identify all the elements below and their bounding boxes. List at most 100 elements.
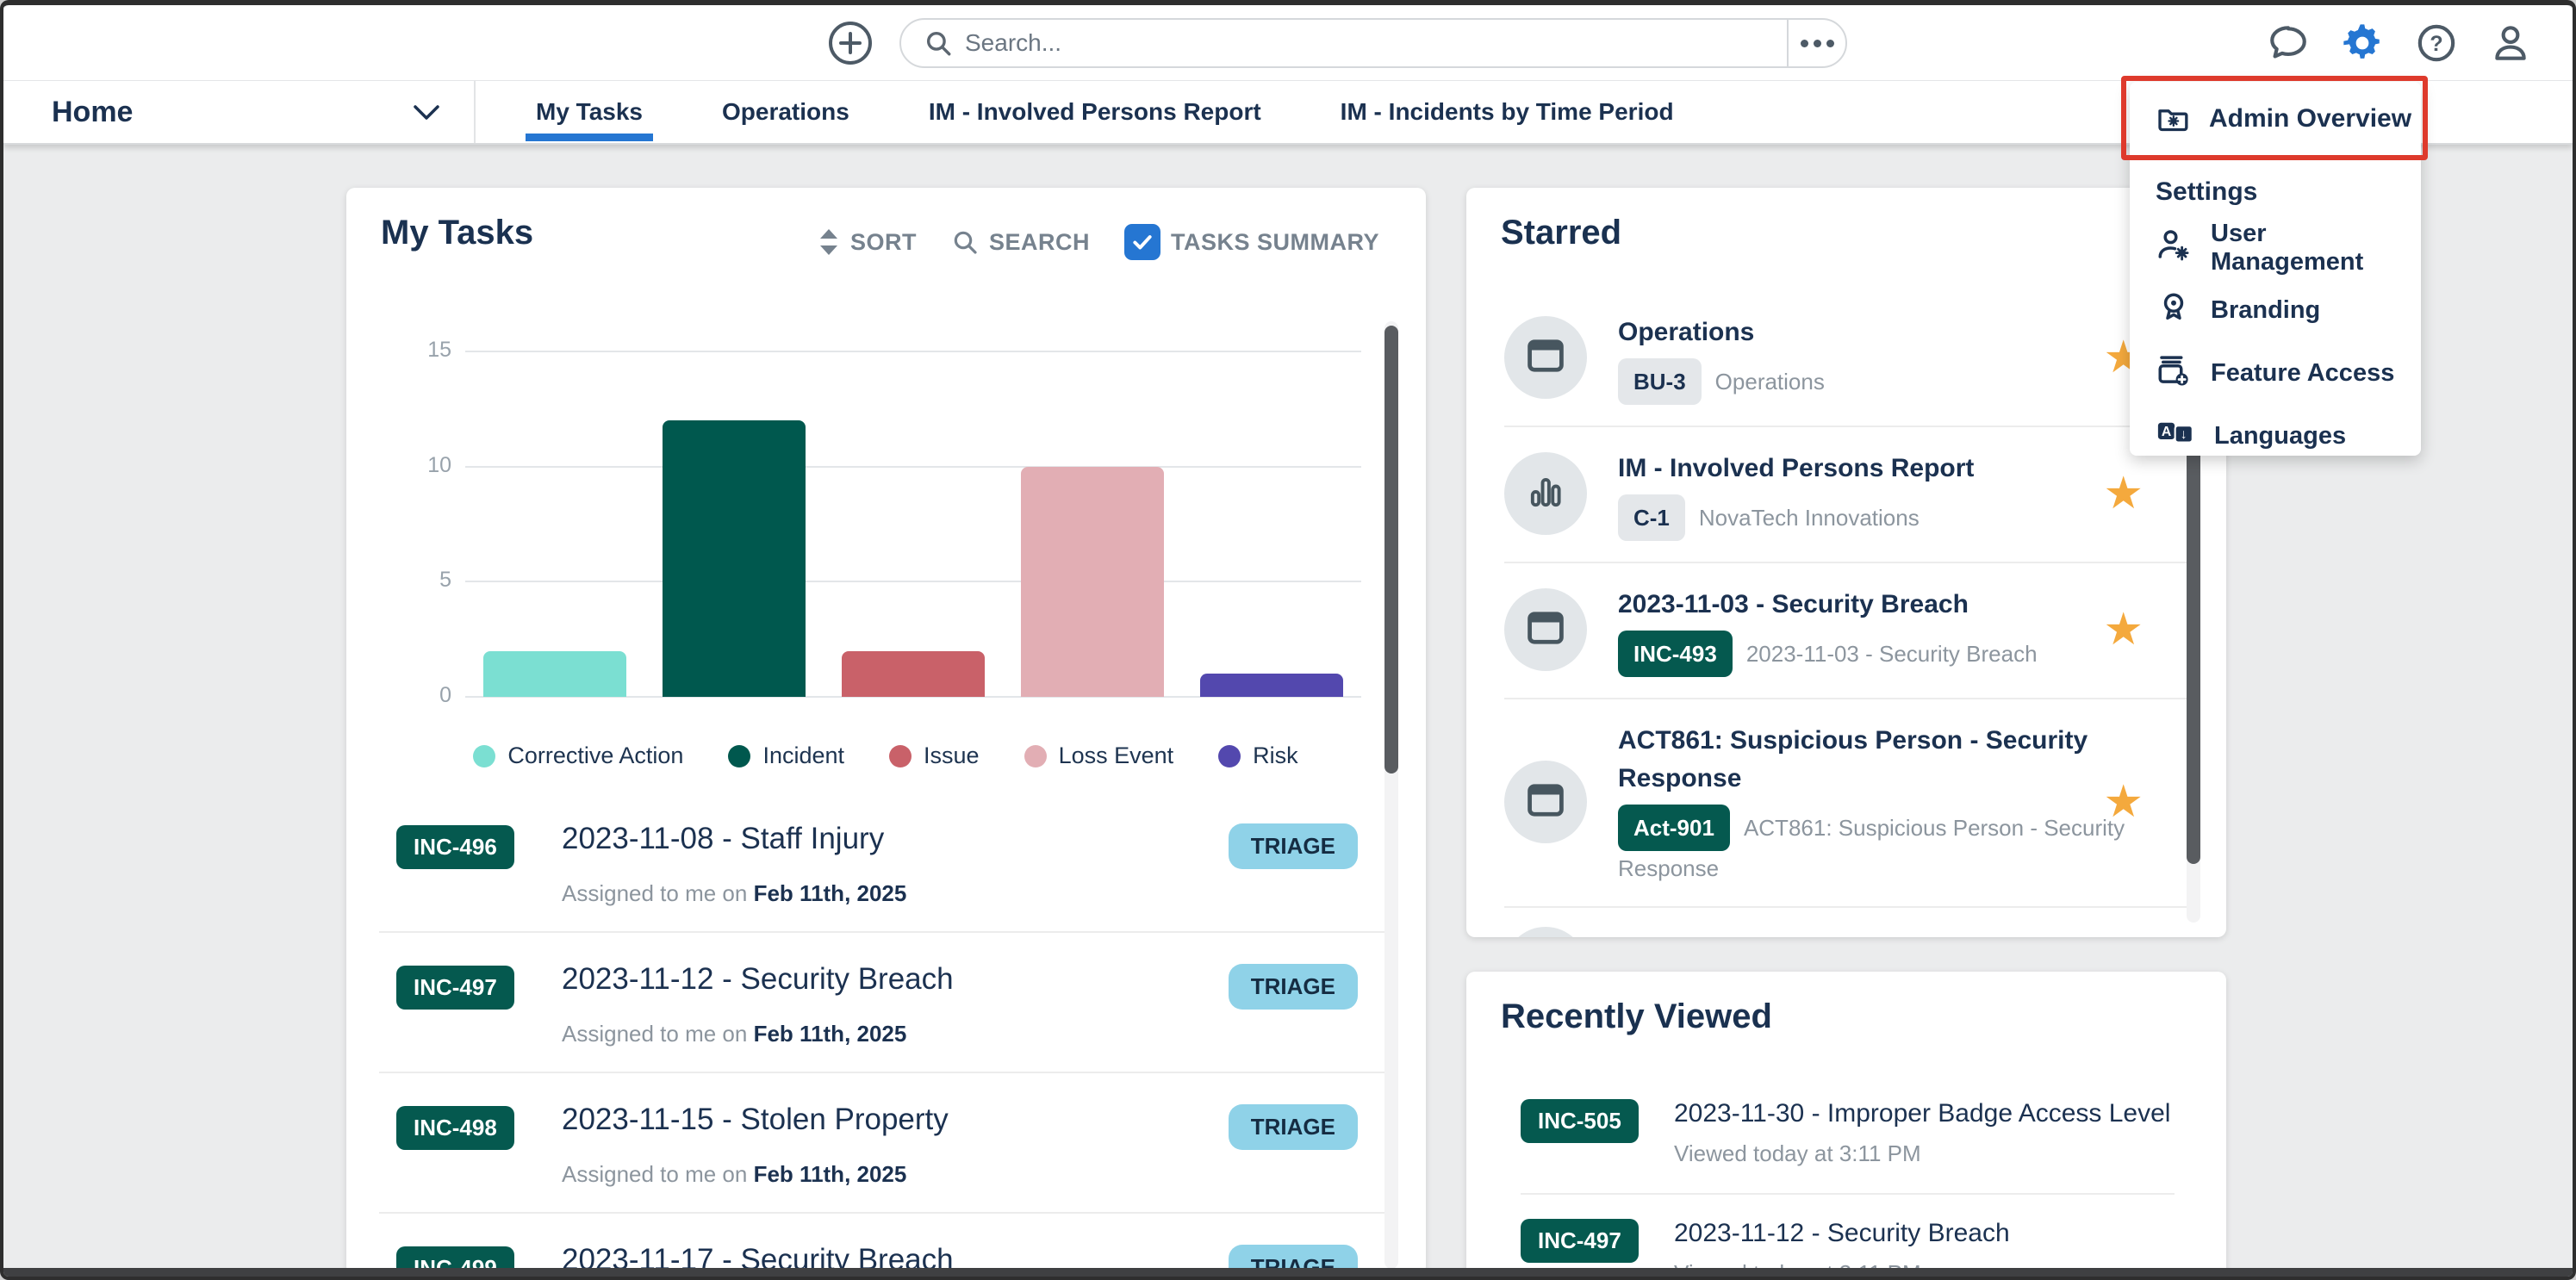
status-badge: TRIAGE [1228,964,1358,1010]
legend-item: Loss Event [1024,743,1173,769]
item-avatar [1504,316,1587,399]
starred-scrollbar-thumb[interactable] [2187,330,2200,864]
search-tasks-button[interactable]: SEARCH [951,228,1090,256]
item-id-badge: INC-497 [1521,1219,1639,1263]
starred-item[interactable]: IM - Incidents by Time Period★ [1466,906,2226,937]
viewed-timestamp: Viewed today at 3:11 PM [1674,1140,1921,1166]
menu-item-languages[interactable]: A ↓ Languages [2130,405,2421,468]
sort-icon [819,229,837,255]
item-id-badge: Act-901 [1618,805,1730,851]
bar-risk[interactable] [1200,674,1343,697]
recently-viewed-title: Recently Viewed [1501,997,1772,1035]
starred-item[interactable]: Operations BU-3 Operations ★ [1466,289,2226,426]
tasks-scrollbar-thumb[interactable] [1384,326,1398,774]
status-badge: TRIAGE [1228,1104,1358,1150]
bar-corrective-action[interactable] [483,650,626,697]
svg-text:?: ? [2430,32,2442,56]
nav-divider [474,81,476,143]
bar-issue[interactable] [842,650,985,697]
legend-swatch [889,744,912,767]
search-more-options-button[interactable] [1789,20,1845,66]
my-tasks-panel: My Tasks SORT SEARCH TASKS SUMMARY [346,188,1426,1275]
y-axis-tick-label: 15 [427,338,451,362]
task-list: INC-496 2023-11-08 - Staff Injury TRIAGE As… [346,791,1426,1275]
menu-item-user-management[interactable]: User Management [2130,216,2421,279]
settings-section-header: Settings [2156,177,2258,206]
bar-loss-event[interactable] [1021,466,1164,697]
item-id-badge: C-1 [1618,494,1685,541]
window-bottom-edge [3,1268,2573,1277]
add-button[interactable] [827,20,874,66]
task-row-inc-499: INC-499 2023-11-17 - Security Breach TRIAG… [346,1212,1426,1275]
item-id-badge: BU-3 [1618,358,1702,405]
task-title-link[interactable]: 2023-11-12 - Security Breach [562,962,954,996]
gridline [465,696,1361,698]
y-axis-tick-label: 5 [439,568,451,593]
plus-circle-icon [829,22,872,65]
item-avatar [1504,761,1587,843]
user-gear-icon [2156,227,2192,270]
y-axis-tick-label: 0 [439,683,451,707]
chat-icon[interactable] [2266,21,2311,65]
item-avatar [1504,588,1587,671]
tab-my-tasks[interactable]: My Tasks [496,81,682,143]
chevron-down-icon[interactable] [412,103,441,127]
search-icon [926,31,951,56]
settings-gear-icon[interactable] [2340,21,2385,65]
assigned-date-text: Assigned to me on Feb 11th, 2025 [562,1161,907,1187]
translate-icon: A ↓ [2156,415,2195,458]
user-profile-icon[interactable] [2488,21,2533,65]
sort-button[interactable]: SORT [818,227,917,257]
window-icon [1523,333,1568,382]
item-title-link[interactable]: 2023-11-30 - Improper Badge Access Level [1674,1099,2171,1128]
home-menu[interactable]: Home [52,96,134,128]
item-title-link[interactable]: IM - Involved Persons Report [1618,454,1975,482]
star-icon[interactable]: ★ [2103,605,2144,655]
starred-item[interactable]: ACT861: Suspicious Person - Security Res… [1466,698,2226,906]
legend-item: Incident [728,743,844,769]
starred-item[interactable]: 2023-11-03 - Security Breach INC-493 2023-… [1466,562,2226,698]
tab-im-incidents-by-time-period[interactable]: IM - Incidents by Time Period [1340,98,1674,125]
search-icon [954,231,977,254]
window-icon [1523,778,1568,827]
window-icon [1523,606,1568,655]
bar-incident[interactable] [663,420,806,697]
legend-item: Issue [889,743,980,769]
checkbox-checked-icon[interactable] [1124,224,1160,260]
task-title-link[interactable]: 2023-11-08 - Staff Injury [562,822,885,855]
star-icon[interactable]: ★ [2103,777,2144,827]
admin-folder-gear-icon [2158,109,2188,132]
gridline [465,351,1361,352]
item-title-link[interactable]: 2023-11-12 - Security Breach [1674,1219,2010,1247]
item-title-link[interactable]: Operations [1618,318,1755,346]
task-title-link[interactable]: 2023-11-15 - Stolen Property [562,1103,949,1136]
search-input[interactable] [965,29,1787,57]
tasks-summary-chart: 15 10 5 0 Corrective Action Incident Issue Los… [377,315,1394,785]
star-icon[interactable]: ★ [2103,469,2144,519]
gridline [465,465,1361,468]
tasks-summary-toggle[interactable]: TASKS SUMMARY [1124,224,1379,260]
legend-swatch [473,744,496,767]
starred-item[interactable]: IM - Involved Persons Report C-1 NovaTech … [1466,426,2226,562]
item-id-badge: INC-505 [1521,1099,1639,1143]
menu-item-branding[interactable]: Branding [2130,279,2421,342]
item-title-link[interactable]: 2023-11-03 - Security Breach [1618,590,1969,618]
help-icon[interactable]: ? [2414,21,2459,65]
settings-dropdown-menu: Admin Overview Settings User Management B… [2130,82,2421,456]
item-title-link[interactable]: IM - Incidents by Time Period [1618,930,1976,937]
starred-list: Operations BU-3 Operations ★ IM - Involved P… [1466,289,2226,937]
menu-item-feature-access[interactable]: Feature Access [2130,342,2421,405]
item-title-link[interactable]: ACT861: Suspicious Person - Security Res… [1618,726,2088,792]
top-bar: ? [3,5,2573,81]
recently-viewed-panel: Recently Viewed INC-505 2023-11-30 - Impr… [1466,972,2226,1277]
recently-viewed-item[interactable]: INC-505 2023-11-30 - Improper Badge Acces… [1466,1073,2226,1193]
chart-legend: Corrective Action Incident Issue Loss Event… [377,743,1394,769]
tab-operations[interactable]: Operations [722,98,849,125]
menu-item-admin-overview[interactable]: Admin Overview [2130,82,2421,156]
tab-im-involved-persons-report[interactable]: IM - Involved Persons Report [928,98,1261,125]
item-subtitle: 2023-11-03 - Security Breach [1745,641,2038,667]
task-row-inc-496: INC-496 2023-11-08 - Staff Injury TRIAGE As… [346,791,1426,931]
item-id-badge: INC-493 [1618,631,1733,677]
